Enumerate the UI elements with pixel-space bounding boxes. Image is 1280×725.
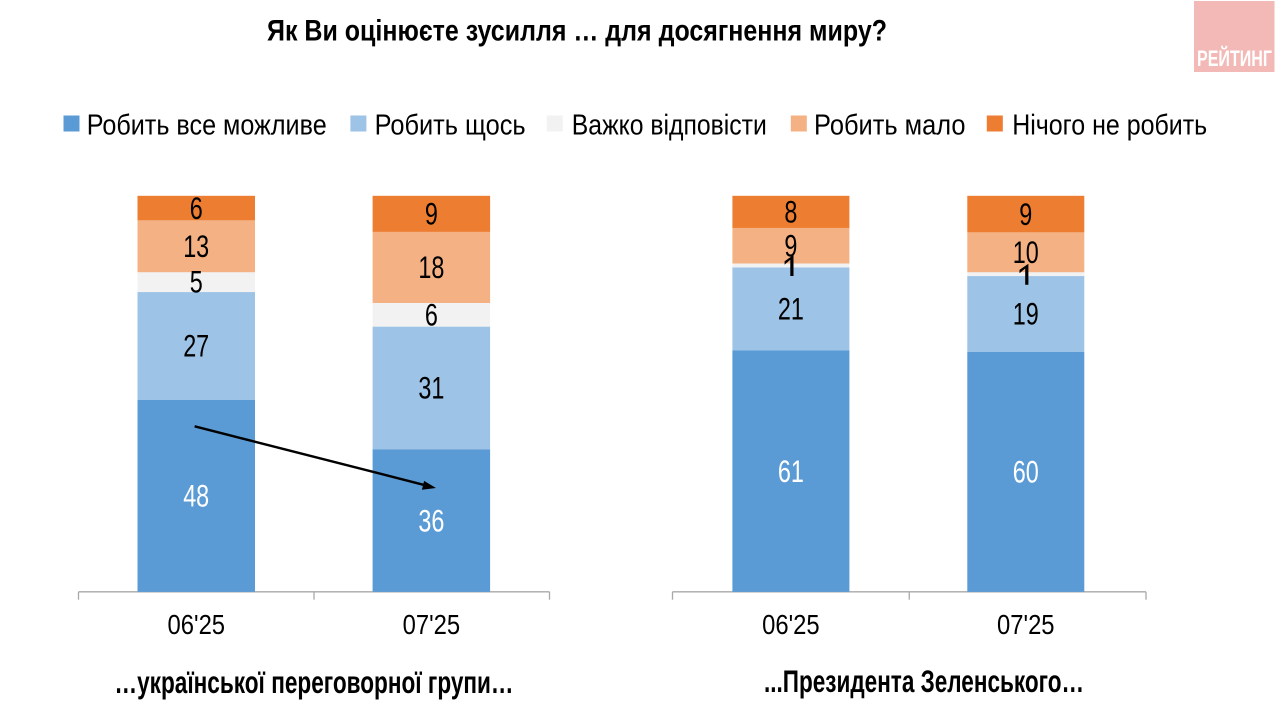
svg-text:21: 21 <box>778 291 804 327</box>
svg-text:9: 9 <box>425 196 438 232</box>
svg-text:Як Ви оцінюєте зусилля … для д: Як Ви оцінюєте зусилля … для досягнення … <box>267 14 887 47</box>
svg-text:…української переговорної груп: …української переговорної групи… <box>115 664 514 700</box>
svg-text:Важко відповісти: Важко відповісти <box>572 110 767 142</box>
svg-text:10: 10 <box>1013 234 1039 270</box>
svg-text:27: 27 <box>183 328 209 364</box>
svg-text:60: 60 <box>1013 454 1039 490</box>
svg-text:07'25: 07'25 <box>997 609 1055 640</box>
svg-text:07'25: 07'25 <box>403 609 461 640</box>
svg-text:31: 31 <box>418 370 444 406</box>
svg-text:Робить мало: Робить мало <box>814 110 966 142</box>
svg-text:19: 19 <box>1013 296 1039 332</box>
svg-text:9: 9 <box>1019 196 1032 232</box>
svg-text:РЕЙТИНГ: РЕЙТИНГ <box>1197 46 1272 71</box>
svg-text:6: 6 <box>190 190 203 226</box>
svg-text:06'25: 06'25 <box>762 609 820 640</box>
svg-text:18: 18 <box>418 249 444 285</box>
svg-text:8: 8 <box>784 194 797 230</box>
svg-text:...Президента Зеленського…: ...Президента Зеленського… <box>764 663 1084 699</box>
svg-text:36: 36 <box>418 502 444 538</box>
svg-text:Нічого не робить: Нічого не робить <box>1012 110 1207 142</box>
svg-text:48: 48 <box>183 478 209 514</box>
svg-text:Робить щось: Робить щось <box>375 110 526 142</box>
svg-text:Робить все можливе: Робить все можливе <box>87 110 327 142</box>
svg-text:6: 6 <box>425 297 438 333</box>
svg-text:06'25: 06'25 <box>168 609 226 640</box>
svg-text:9: 9 <box>784 227 797 263</box>
svg-text:61: 61 <box>778 453 804 489</box>
svg-text:13: 13 <box>183 228 209 264</box>
svg-text:5: 5 <box>190 264 203 300</box>
